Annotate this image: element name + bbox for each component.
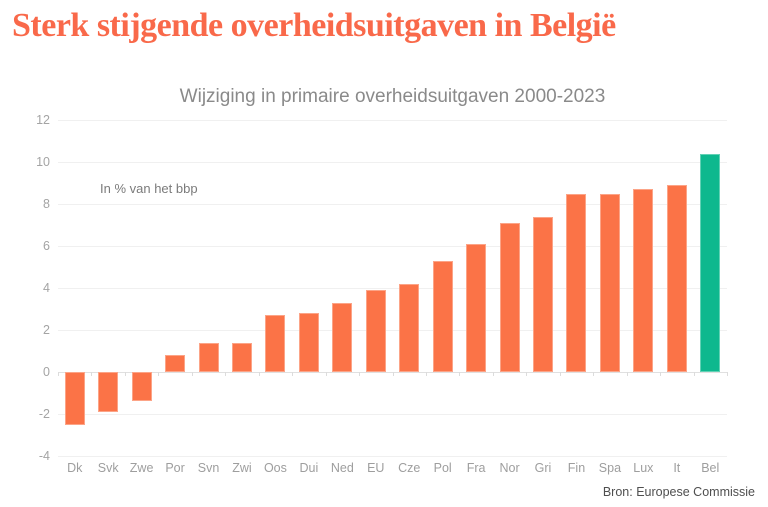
y-axis-label--2: -2: [38, 407, 50, 421]
x-axis-label-fin: Fin: [567, 461, 586, 475]
x-axis-label-bel: Bel: [701, 461, 720, 475]
y-axis-label--4: -4: [38, 449, 50, 463]
axis-tick: [325, 372, 327, 376]
gridline-4: [58, 287, 727, 289]
bar-it: [666, 185, 687, 372]
bar-dk: [64, 372, 85, 425]
axis-tick: [626, 372, 628, 376]
bar-lux: [633, 189, 654, 372]
bar-cze: [399, 283, 420, 372]
bar-svk: [98, 372, 119, 412]
axis-tick: [58, 372, 59, 376]
y-axis-label-2: 2: [43, 323, 50, 337]
x-axis-label-ned: Ned: [330, 461, 354, 475]
bar-ned: [332, 302, 353, 372]
x-axis-label-svk: Svk: [97, 461, 119, 475]
axis-tick: [593, 372, 595, 376]
x-axis-label-por: Por: [165, 461, 185, 475]
bar-dui: [298, 313, 319, 372]
bar-zwi: [231, 342, 252, 372]
axis-tick: [359, 372, 361, 376]
bar-gri: [533, 216, 554, 372]
gridline--4: [58, 455, 727, 457]
axis-tick: [225, 372, 227, 376]
axis-tick: [292, 372, 294, 376]
x-axis-label-cze: Cze: [398, 461, 421, 475]
x-axis-label-lux: Lux: [633, 461, 654, 475]
x-axis-label-pol: Pol: [433, 461, 452, 475]
bar-eu: [365, 290, 386, 372]
x-axis-label-dui: Dui: [299, 461, 319, 475]
axis-tick: [526, 372, 528, 376]
axis-tick: [693, 372, 695, 376]
x-axis-label-spa: Spa: [598, 461, 622, 475]
axis-tick: [258, 372, 260, 376]
x-axis-label-gri: Gri: [534, 461, 552, 475]
gridline--2: [58, 413, 727, 415]
x-axis-label-eu: EU: [367, 461, 385, 475]
y-axis-label-6: 6: [43, 239, 50, 253]
axis-tick: [392, 372, 394, 376]
bar-pol: [432, 260, 453, 372]
axis-tick: [727, 372, 728, 376]
source-note: Bron: Europese Commissie: [602, 485, 755, 499]
axis-tick: [660, 372, 662, 376]
axis-tick: [425, 372, 427, 376]
bar-zwe: [131, 372, 152, 402]
axis-tick: [191, 372, 193, 376]
y-axis-label-0: 0: [43, 365, 50, 379]
bar-fra: [466, 243, 487, 372]
bar-bel: [700, 153, 721, 372]
axis-tick: [459, 372, 461, 376]
x-axis-label-zwe: Zwe: [129, 461, 154, 475]
plot-area: [58, 119, 728, 457]
axis-tick: [124, 372, 126, 376]
bar-nor: [499, 222, 520, 372]
axis-tick: [91, 372, 93, 376]
gridline-8: [58, 203, 727, 205]
y-axis-label-4: 4: [43, 281, 50, 295]
bar-fin: [566, 193, 587, 372]
axis-tick: [559, 372, 561, 376]
axis-tick: [158, 372, 160, 376]
unit-annotation: In % van het bbp: [100, 181, 198, 196]
y-axis-label-10: 10: [36, 155, 50, 169]
x-axis-label-zwi: Zwi: [232, 461, 252, 475]
x-axis-label-oos: Oos: [263, 461, 287, 475]
x-axis-label-it: It: [673, 461, 681, 475]
bar-oos: [265, 315, 286, 372]
page-title: Sterk stijgende overheidsuitgaven in Bel…: [12, 7, 616, 44]
gridline-10: [58, 161, 727, 163]
axis-tick: [492, 372, 494, 376]
y-axis-label-8: 8: [43, 197, 50, 211]
bar-por: [165, 355, 186, 372]
x-axis-label-nor: Nor: [499, 461, 520, 475]
gridline-2: [58, 329, 727, 331]
gridline-12: [58, 119, 727, 121]
bar-svn: [198, 342, 219, 372]
chart-title: Wijziging in primaire overheidsuitgaven …: [179, 86, 606, 107]
y-axis-label-12: 12: [36, 113, 50, 127]
x-axis-label-fra: Fra: [466, 461, 486, 475]
x-axis-label-dk: Dk: [67, 461, 83, 475]
x-axis-label-svn: Svn: [197, 461, 220, 475]
bar-spa: [599, 193, 620, 372]
gridline-6: [58, 245, 727, 247]
